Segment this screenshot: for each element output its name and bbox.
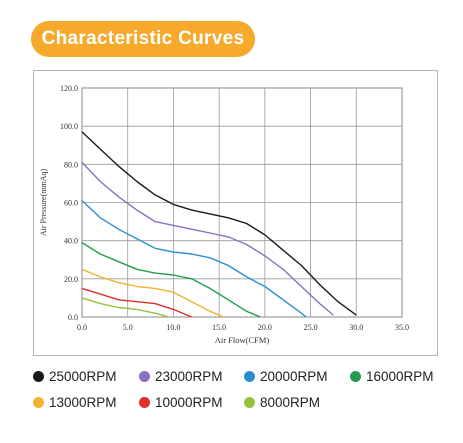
page-title: Characteristic Curves <box>31 21 255 57</box>
y-tick-label: 100.0 <box>60 122 78 131</box>
y-tick-label: 60.0 <box>64 199 78 208</box>
series-line-25000RPM <box>81 131 357 316</box>
y-tick-label: 120.0 <box>60 84 78 93</box>
x-tick-label: 10.0 <box>166 323 180 332</box>
x-axis-label: Air Flow(CFM) <box>215 335 270 345</box>
series-line-20000RPM <box>81 200 307 318</box>
y-tick-label: 40.0 <box>64 237 78 246</box>
series-line-8000RPM <box>81 297 170 318</box>
x-tick-label: 20.0 <box>258 323 272 332</box>
series-line-13000RPM <box>81 268 224 318</box>
y-axis-label: Air Pressure(mmAq) <box>39 169 48 237</box>
x-tick-label: 0.0 <box>77 323 87 332</box>
series-line-10000RPM <box>81 287 192 318</box>
y-tick-label: 20.0 <box>64 275 78 284</box>
x-tick-label: 30.0 <box>349 323 363 332</box>
series-line-23000RPM <box>81 161 334 316</box>
x-tick-label: 25.0 <box>304 323 318 332</box>
y-tick-label: 0.0 <box>68 313 78 322</box>
x-tick-label: 5.0 <box>123 323 133 332</box>
y-tick-label: 80.0 <box>64 160 78 169</box>
x-tick-label: 15.0 <box>212 323 226 332</box>
x-tick-label: 35.0 <box>395 323 409 332</box>
series-line-16000RPM <box>81 242 261 318</box>
chart-frame <box>33 70 438 356</box>
